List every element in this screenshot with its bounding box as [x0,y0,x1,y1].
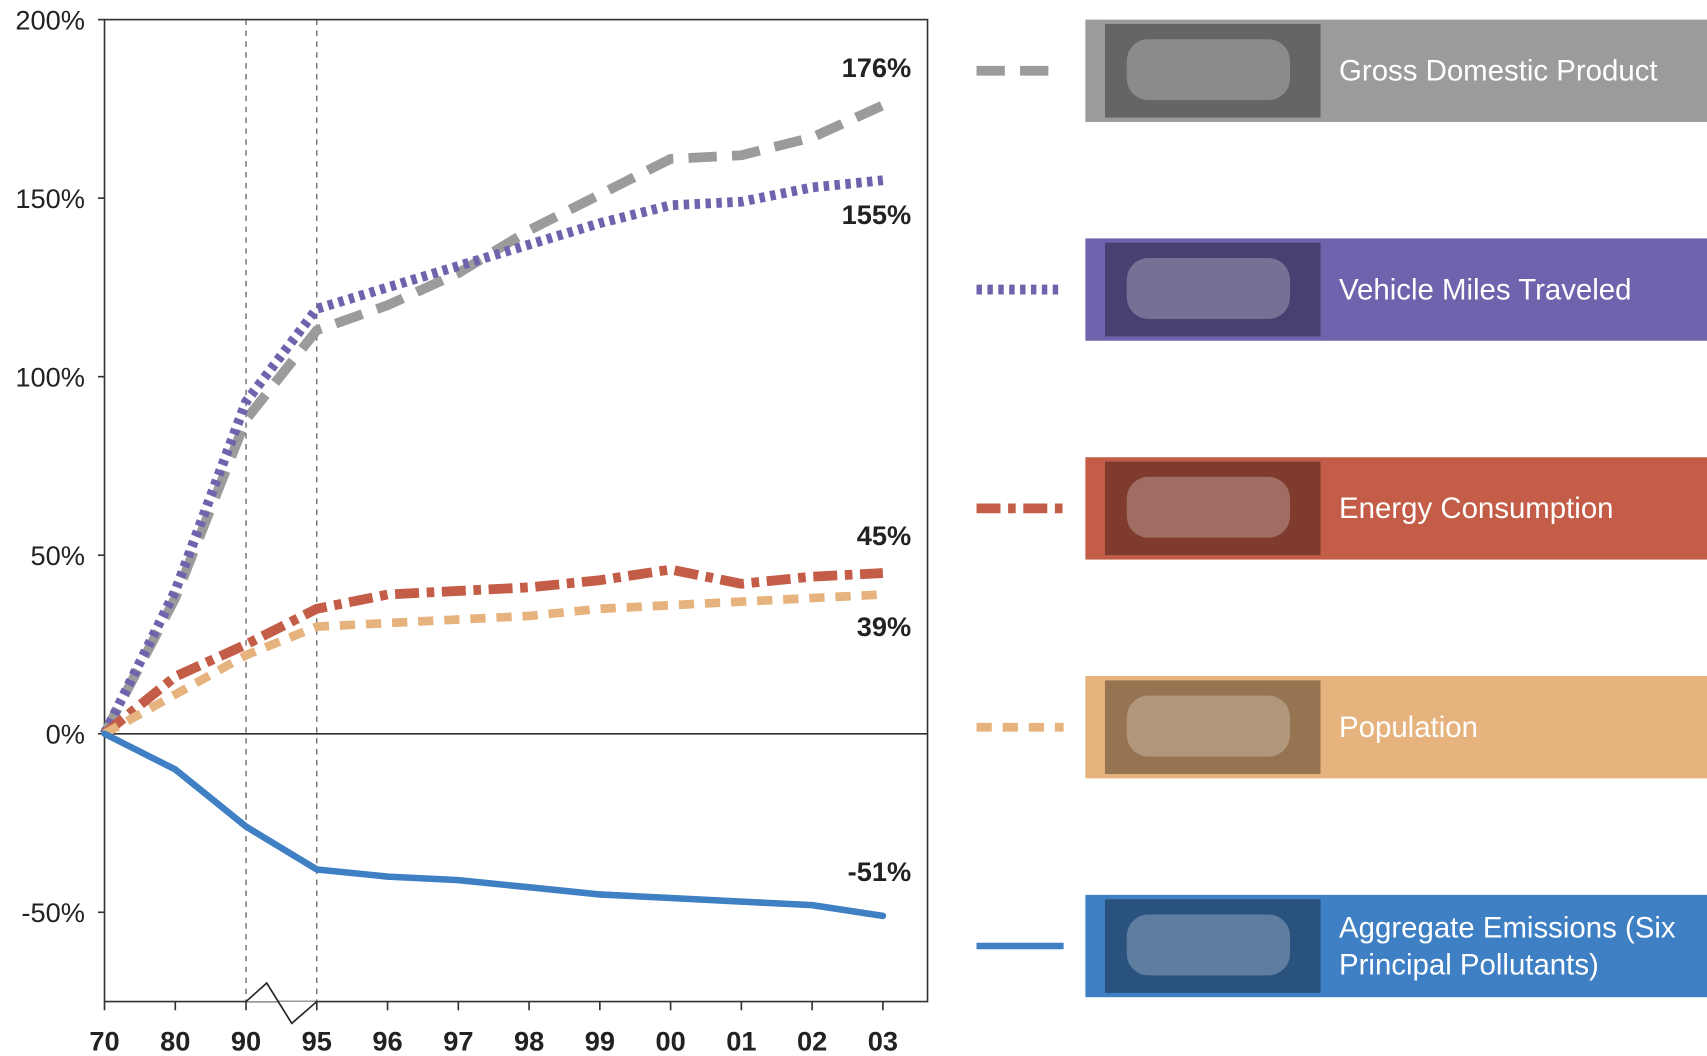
y-tick-label: 100% [15,361,85,392]
y-tick-label: 200% [15,4,85,35]
x-tick-label: 98 [514,1026,544,1056]
photo-highlight [1126,695,1291,757]
series-line [101,564,884,738]
series-line [101,730,887,920]
y-tick-label: 150% [15,183,85,214]
legend-box [1085,676,1707,779]
value-label: -51% [848,856,912,887]
x-tick-label: 01 [726,1026,756,1056]
photo-highlight [1126,914,1291,976]
value-label: 39% [857,611,911,642]
axis-break [245,981,318,1025]
value-label: 155% [842,199,912,230]
value-label: 45% [857,520,911,551]
photo [1104,23,1321,118]
legend-label-box: Population [1339,710,1478,744]
legend-label-box: Aggregate Emissions (Six Principal Pollu… [1339,911,1676,981]
photo [1104,680,1321,775]
legend-photo [1104,242,1321,337]
photo [1104,461,1321,556]
legend-box [1085,457,1707,560]
legend-label: Energy Consumption [1339,492,1614,525]
legend-label: Population [1339,710,1478,744]
legend-label: Aggregate Emissions (Six Principal Pollu… [1339,911,1676,981]
x-tick-label: 70 [89,1026,119,1056]
value-label: 176% [842,52,912,83]
x-tick-label: 96 [372,1026,402,1056]
legend-photo [1104,23,1321,118]
legend-photo [1104,461,1321,556]
photo [1104,899,1321,993]
x-tick-label: 00 [655,1026,685,1056]
legend-photo [1104,899,1321,993]
y-tick-label: 0% [46,719,85,750]
legend-box [1085,894,1707,998]
y-tick-label: -50% [21,897,85,928]
legend-box [1085,238,1707,341]
x-tick-label: 95 [302,1026,332,1056]
x-tick-label: 03 [868,1026,898,1056]
photo-highlight [1126,476,1291,538]
legend-label: Gross Domestic Product [1339,54,1658,88]
series-line [100,175,884,736]
legend-label-box: Vehicle Miles Traveled [1339,273,1632,306]
photo-highlight [1126,258,1291,319]
series-line [102,590,884,738]
photo-highlight [1126,39,1291,101]
x-tick-label: 99 [585,1026,615,1056]
legend-label-box: Energy Consumption [1339,492,1614,525]
photo [1104,242,1321,337]
legend-box [1085,19,1707,122]
series-line [100,100,885,737]
x-tick-label: 90 [231,1026,261,1056]
legend-label-box: Gross Domestic Product [1339,54,1658,88]
y-tick-label: 50% [30,540,84,571]
x-tick-label: 02 [797,1026,827,1056]
plot-frame [103,18,929,1003]
x-tick-label: 97 [443,1026,473,1056]
legend-photo [1104,680,1321,775]
legend-label: Vehicle Miles Traveled [1339,273,1632,306]
x-tick-label: 80 [160,1026,190,1056]
